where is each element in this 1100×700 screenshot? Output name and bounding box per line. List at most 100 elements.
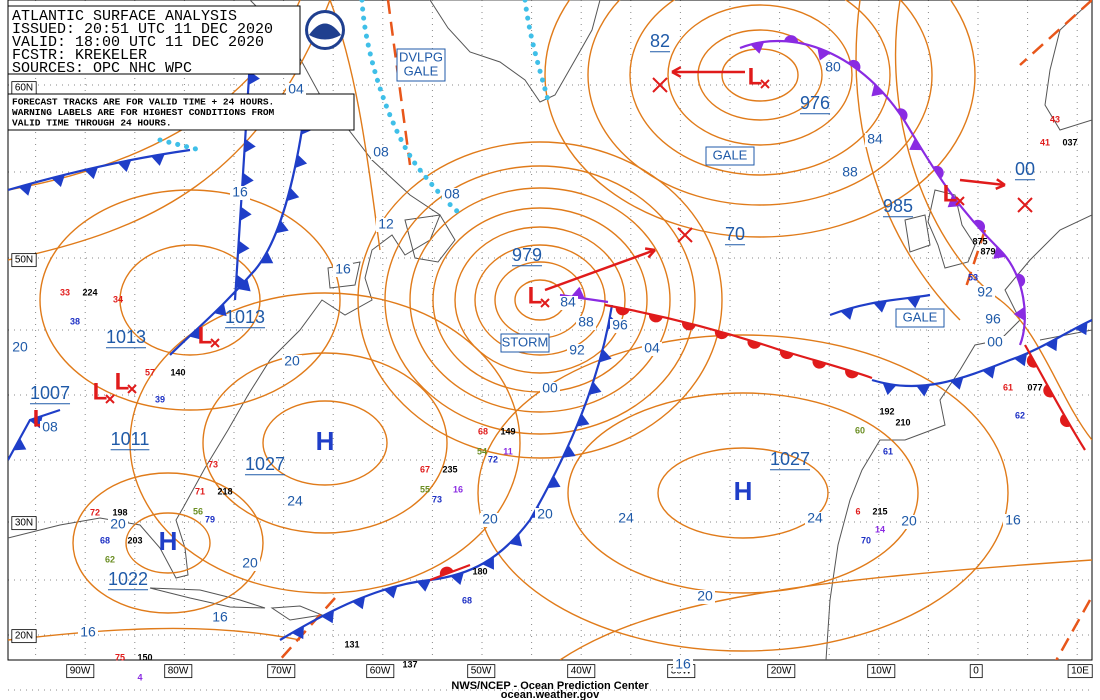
isobar — [409, 187, 671, 413]
front-symbol — [383, 585, 398, 599]
warning-box — [895, 308, 945, 328]
longitude-label: 80W — [168, 666, 189, 677]
isobar-label: 20 — [242, 555, 258, 571]
front-symbol — [1016, 273, 1026, 288]
isobar-label: 24 — [807, 510, 823, 526]
isobar-label-bg — [840, 166, 860, 180]
front-symbol — [1026, 354, 1038, 368]
front-symbol — [916, 384, 931, 397]
isobar-label-bg — [78, 626, 98, 640]
front-symbol — [18, 183, 33, 196]
noaa-logo — [305, 10, 345, 50]
station-value: 34 — [113, 294, 123, 304]
pressure-center: H — [159, 526, 178, 556]
isobar — [544, 0, 976, 238]
forecast-position — [677, 227, 693, 243]
front-symbol — [648, 313, 663, 323]
pressure-label: 1013 — [106, 327, 146, 347]
isobar — [8, 627, 301, 641]
isobar-label: 16 — [675, 656, 691, 672]
station-value: 875 — [972, 236, 987, 246]
isobar-label-bg — [442, 188, 462, 202]
station-value: 38 — [70, 316, 80, 326]
station-value: 11 — [503, 446, 513, 456]
front-symbol — [784, 35, 799, 43]
station-value: 54 — [477, 446, 487, 456]
station-value: 61 — [883, 446, 893, 456]
graticule — [7, 0, 1093, 691]
front-symbol — [509, 533, 523, 547]
isobar-label: 24 — [287, 493, 303, 509]
track-arrowhead — [995, 178, 1006, 190]
latitude-label: 20N — [15, 631, 33, 642]
isobar-label: 04 — [288, 81, 304, 97]
station-value: 53 — [968, 272, 978, 282]
isobar — [357, 141, 723, 459]
isobar-label-bg — [240, 557, 260, 571]
front-symbol — [882, 382, 897, 396]
isobar-label-bg — [567, 344, 587, 358]
warning-label: GALE — [903, 309, 938, 324]
front-symbol — [439, 566, 454, 577]
station-value: 67 — [420, 464, 430, 474]
station-value: 70 — [861, 535, 871, 545]
pressure-center: H — [734, 476, 753, 506]
notice-line: FORECAST TRACKS ARE FOR VALID TIME + 24 … — [12, 97, 274, 108]
isobar-label: 20 — [537, 506, 553, 522]
trough — [386, 0, 412, 166]
front-symbol — [352, 596, 366, 610]
pressure-label: 976 — [800, 93, 830, 113]
forecast-position — [1017, 197, 1033, 213]
station-value: 6 — [855, 506, 860, 516]
isobar-label-bg — [695, 590, 715, 604]
front-symbol — [260, 251, 274, 264]
front-symbol — [576, 413, 590, 427]
isobar-label: 92 — [569, 342, 585, 358]
station-value: 137 — [402, 659, 417, 669]
front-symbol — [1043, 384, 1054, 398]
station-value: 62 — [1015, 410, 1025, 420]
latitude-label-box — [11, 629, 37, 644]
front-symbol — [779, 350, 794, 360]
pressure-center: L — [115, 368, 130, 395]
isobar — [477, 334, 1009, 652]
isobar-label: 12 — [378, 216, 394, 232]
front-symbol — [615, 307, 630, 316]
isobar-label: 20 — [901, 513, 917, 529]
station-value: 57 — [145, 367, 155, 377]
longitude-label: 90W — [70, 666, 91, 677]
cold-front — [8, 148, 191, 192]
isobar-label-bg — [865, 133, 885, 147]
isobar-label: 16 — [232, 184, 248, 200]
isobar-label-bg — [333, 263, 353, 277]
station-value: 180 — [472, 566, 487, 576]
isobar-label: 00 — [987, 334, 1003, 350]
station-value: 68 — [100, 535, 110, 545]
station-value: 192 — [879, 406, 894, 416]
footer-line: ocean.weather.gov — [501, 689, 600, 700]
isobar-label: 24 — [618, 510, 634, 526]
isobar — [657, 447, 829, 539]
front-symbol — [13, 438, 27, 451]
pressure-label: 1013 — [225, 307, 265, 327]
station-value: 077 — [1027, 382, 1042, 392]
front-symbol — [682, 321, 696, 331]
isobar-label-bg — [558, 296, 578, 310]
pressure-center: L — [748, 63, 763, 90]
isobar-label: 96 — [612, 317, 628, 333]
front-symbol — [240, 206, 252, 221]
longitude-label-box — [366, 664, 395, 679]
warning-label: GALE — [404, 63, 439, 78]
isobar-label: 04 — [644, 340, 660, 356]
trough — [278, 597, 336, 660]
station-value: 41 — [1040, 137, 1050, 147]
isobar-label-bg — [282, 355, 302, 369]
header-line: FCSTR: KREKELER — [12, 47, 147, 64]
front-symbol — [599, 349, 612, 363]
warning-label: GALE — [713, 147, 748, 162]
longitude-label-box — [767, 664, 796, 679]
front-symbol — [235, 274, 248, 289]
pressure-label: 1027 — [245, 454, 285, 474]
isobar — [629, 0, 891, 176]
ice-edge — [157, 0, 551, 215]
